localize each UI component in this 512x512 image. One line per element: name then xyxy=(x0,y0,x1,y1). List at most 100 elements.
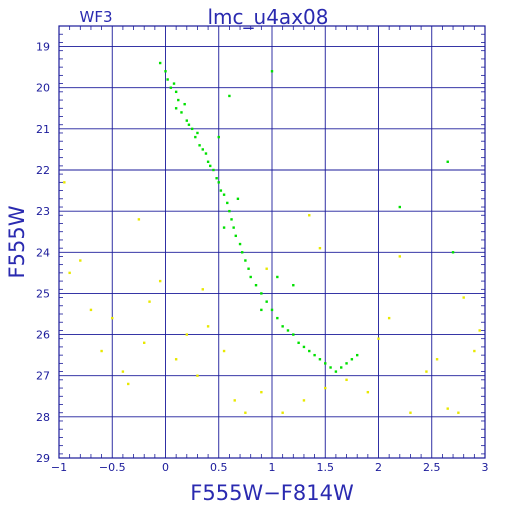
y-tick-label: 27 xyxy=(36,370,50,383)
y-tick-label: 23 xyxy=(36,205,50,218)
data-point xyxy=(281,411,284,414)
data-point xyxy=(79,259,82,262)
data-point xyxy=(68,271,71,275)
data-point xyxy=(164,70,167,73)
data-point xyxy=(265,300,268,303)
data-point xyxy=(247,267,250,270)
data-point xyxy=(148,300,151,303)
data-point xyxy=(308,214,311,217)
data-point xyxy=(240,251,244,254)
data-point xyxy=(158,279,162,283)
x-tick-label: 1.5 xyxy=(317,461,335,474)
data-point xyxy=(286,329,290,332)
data-point xyxy=(174,358,178,361)
data-point xyxy=(324,386,327,390)
data-point xyxy=(228,94,231,98)
data-point xyxy=(230,218,233,221)
data-point xyxy=(204,152,208,155)
y-axis-label: F555W xyxy=(5,205,29,278)
data-point xyxy=(308,349,311,353)
data-point xyxy=(185,119,188,122)
data-point xyxy=(212,168,215,172)
data-point xyxy=(340,366,343,369)
data-point xyxy=(215,177,218,180)
x-tick-label: 2 xyxy=(375,461,382,474)
data-point xyxy=(265,267,268,270)
data-point xyxy=(201,148,204,151)
y-tick-label: 22 xyxy=(36,164,50,177)
data-point xyxy=(435,358,439,361)
data-point xyxy=(185,333,188,336)
data-point xyxy=(217,181,220,184)
axis-ticks: −1 −0.5 0 0.5 1 1.5 2 2.5 3 19 20 21 22 23 24 25 26 27 28 2… xyxy=(36,25,489,474)
data-point xyxy=(228,209,231,213)
data-point xyxy=(473,349,476,353)
data-point xyxy=(174,90,178,94)
data-point xyxy=(260,292,263,295)
chart-title: lmc_u4ax08 xyxy=(208,5,329,29)
data-point xyxy=(270,70,274,73)
y-tick-label: 19 xyxy=(36,41,50,54)
data-point xyxy=(100,349,103,353)
data-point xyxy=(334,370,338,373)
data-point xyxy=(244,259,247,262)
data-point xyxy=(206,160,210,163)
data-point xyxy=(276,275,279,279)
data-point xyxy=(409,411,412,414)
data-point xyxy=(111,316,114,320)
data-point xyxy=(232,226,235,229)
data-point xyxy=(462,296,465,299)
data-point xyxy=(318,358,322,361)
data-point xyxy=(222,193,226,196)
y-tick-label: 29 xyxy=(36,452,50,465)
y-tick-label: 26 xyxy=(36,329,50,342)
x-tick-label: 2.5 xyxy=(423,461,441,474)
y-tick-label: 20 xyxy=(36,82,50,95)
data-point xyxy=(198,144,201,147)
data-point xyxy=(183,102,186,106)
data-point xyxy=(324,362,327,365)
data-point xyxy=(377,337,380,340)
data-point xyxy=(222,349,226,353)
data-point xyxy=(387,316,391,320)
data-point xyxy=(174,107,178,110)
data-point xyxy=(478,329,481,332)
data-point xyxy=(238,242,242,246)
data-point xyxy=(209,164,212,168)
data-point xyxy=(180,111,183,114)
data-point xyxy=(260,390,263,394)
grid xyxy=(58,26,486,459)
data-point xyxy=(196,374,199,377)
data-point xyxy=(158,61,162,65)
data-point xyxy=(350,358,354,361)
data-point xyxy=(345,362,348,365)
x-tick-label: 3 xyxy=(482,461,489,474)
data-point xyxy=(177,98,180,102)
x-axis-label: F555W−F814W xyxy=(190,481,354,505)
data-point xyxy=(190,127,194,131)
plot-frame xyxy=(58,25,486,459)
data-point xyxy=(169,86,173,89)
data-point xyxy=(234,234,237,238)
y-tick-label: 24 xyxy=(36,246,50,259)
data-point xyxy=(313,353,316,357)
data-point xyxy=(270,308,274,312)
data-point xyxy=(172,82,176,85)
data-point xyxy=(226,201,229,205)
data-point xyxy=(398,255,401,258)
corner-label: WF3 xyxy=(79,8,112,26)
data-point xyxy=(219,189,223,192)
data-point xyxy=(194,135,197,139)
x-tick-label: −0.5 xyxy=(99,461,126,474)
data-point xyxy=(457,411,460,414)
x-tick-label: −1 xyxy=(51,461,67,474)
data-point xyxy=(166,78,169,81)
y-tick-label: 25 xyxy=(36,287,50,300)
data-point xyxy=(89,308,93,312)
x-tick-label: 0 xyxy=(162,461,169,474)
data-point xyxy=(292,333,295,336)
data-point xyxy=(297,341,300,344)
data-point xyxy=(121,370,125,373)
data-points xyxy=(63,61,481,414)
